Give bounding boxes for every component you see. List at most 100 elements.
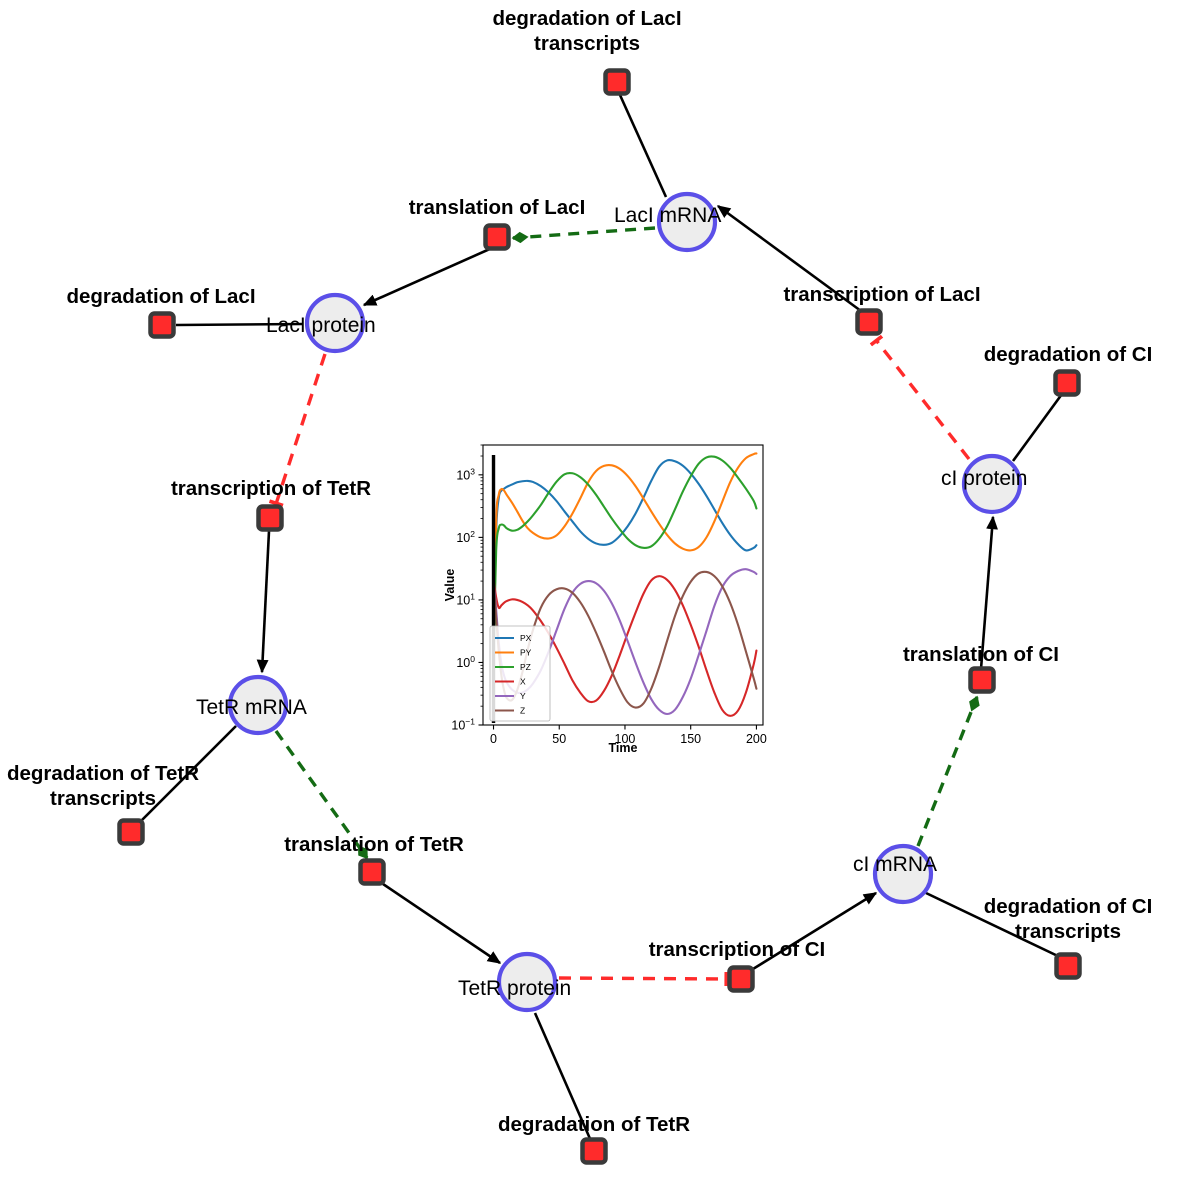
edge-production <box>256 530 271 674</box>
reaction-square-icon <box>1053 369 1081 397</box>
reaction-label: translation of TetR <box>284 833 464 856</box>
edge-consumption <box>175 322 304 327</box>
reaction-label: transcription of CI <box>649 938 826 961</box>
reaction-node[interactable] <box>483 223 511 251</box>
legend-label-z: Z <box>520 706 525 716</box>
species-node[interactable] <box>872 843 934 905</box>
species-circle-icon <box>304 292 366 354</box>
reaction-square-icon <box>483 223 511 251</box>
x-tick-label: 0 <box>490 732 497 746</box>
reaction-label: degradation of TetR <box>498 1113 690 1136</box>
species-label: TetR protein <box>458 977 571 1000</box>
edge-modifier <box>274 730 369 860</box>
trace-px <box>492 458 758 664</box>
reaction-node[interactable] <box>855 308 883 336</box>
species-circle-icon <box>872 843 934 905</box>
reaction-label: transcription of TetR <box>171 477 371 500</box>
edge-consumption <box>618 94 668 198</box>
reaction-node[interactable] <box>1053 369 1081 397</box>
reaction-label: degradation of LacI <box>492 7 681 30</box>
timecourse-plot-inset: 10−1 100 101 102 103 0 50 100 150 200 PX PY PZ X Y Z … <box>443 437 776 757</box>
reaction-square-icon <box>968 666 996 694</box>
reaction-node[interactable] <box>148 311 176 339</box>
edge-modifier <box>511 226 656 244</box>
y-tick-label: 101 <box>456 591 475 607</box>
species-circle-icon <box>961 453 1023 515</box>
species-circle-icon <box>227 674 289 736</box>
edge-production <box>979 515 998 670</box>
reaction-square-icon <box>603 68 631 96</box>
reaction-label: translation of CI <box>903 643 1059 666</box>
y-tick-label: 102 <box>456 529 475 545</box>
reaction-label: degradation of CI <box>984 895 1153 918</box>
trace-x <box>492 575 758 717</box>
species-label: LacI protein <box>266 314 376 337</box>
y-tick-label: 10−1 <box>451 717 475 733</box>
legend-box <box>489 625 551 722</box>
species-circle-icon <box>496 951 558 1013</box>
legend-label-y: Y <box>520 691 526 701</box>
trace-py <box>492 452 758 664</box>
species-node[interactable] <box>304 292 366 354</box>
reaction-square-icon <box>117 818 145 846</box>
edge-consumption <box>1011 393 1064 462</box>
reaction-node[interactable] <box>580 1137 608 1165</box>
reaction-label: transcripts <box>50 787 156 810</box>
species-node[interactable] <box>656 191 718 253</box>
reaction-square-icon <box>1054 952 1082 980</box>
x-tick-label: 200 <box>746 732 767 746</box>
edge-production <box>362 246 493 307</box>
edge-inhibition <box>558 971 729 987</box>
reaction-node[interactable] <box>727 965 755 993</box>
label-layer: LacI mRNA LacI protein TetR mRNA TetR prote… <box>7 7 1152 1136</box>
reaction-label: transcripts <box>534 32 640 55</box>
reaction-label: translation of LacI <box>409 196 586 219</box>
edge-layer <box>138 94 1064 1142</box>
species-label: cI protein <box>941 467 1027 490</box>
edge-production <box>382 882 502 965</box>
species-circle-icon <box>656 191 718 253</box>
legend-label-pz: PZ <box>520 662 531 672</box>
reaction-label: degradation of LacI <box>66 285 255 308</box>
species-label: LacI mRNA <box>614 204 721 227</box>
node-layer <box>117 68 1082 1165</box>
reaction-square-icon <box>358 858 386 886</box>
reaction-node[interactable] <box>256 504 284 532</box>
species-label: cI mRNA <box>853 853 937 876</box>
trace-pz <box>492 455 758 664</box>
reaction-node[interactable] <box>603 68 631 96</box>
edge-inhibition <box>268 353 327 508</box>
edge-consumption <box>925 891 1063 960</box>
edge-consumption <box>533 1012 593 1142</box>
legend-label-py: PY <box>520 648 532 658</box>
reaction-label: transcripts <box>1015 920 1121 943</box>
species-label: TetR mRNA <box>196 696 307 719</box>
reaction-node[interactable] <box>968 666 996 694</box>
plot-legend: PX PY PZ XYZ <box>489 625 551 722</box>
y-tick-label: 100 <box>456 654 475 670</box>
reaction-node[interactable] <box>1054 952 1082 980</box>
species-node[interactable] <box>496 951 558 1013</box>
reaction-label: degradation of CI <box>984 343 1153 366</box>
y-axis-title: Value <box>443 569 457 602</box>
reaction-square-icon <box>256 504 284 532</box>
legend-label-x: X <box>520 677 526 687</box>
reaction-node[interactable] <box>117 818 145 846</box>
reaction-node[interactable] <box>358 858 386 886</box>
reaction-square-icon <box>855 308 883 336</box>
x-tick-label: 150 <box>680 732 701 746</box>
reaction-square-icon <box>727 965 755 993</box>
x-tick-label: 50 <box>552 732 566 746</box>
edge-modifier <box>916 695 980 847</box>
species-node[interactable] <box>961 453 1023 515</box>
y-tick-label: 103 <box>456 466 475 482</box>
reaction-label: transcription of LacI <box>783 283 980 306</box>
reaction-square-icon <box>580 1137 608 1165</box>
edge-production <box>716 204 862 313</box>
x-axis-title: Time <box>609 741 638 755</box>
reaction-label: degradation of TetR <box>7 762 199 785</box>
species-node[interactable] <box>227 674 289 736</box>
